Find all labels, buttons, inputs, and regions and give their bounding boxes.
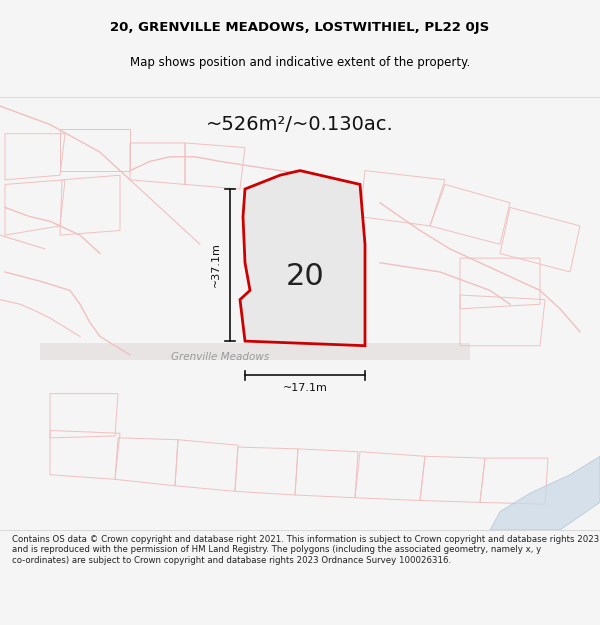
Text: ~17.1m: ~17.1m (283, 383, 328, 393)
Polygon shape (240, 171, 365, 346)
Text: 20: 20 (286, 262, 325, 291)
Polygon shape (490, 456, 600, 530)
Text: Map shows position and indicative extent of the property.: Map shows position and indicative extent… (130, 56, 470, 69)
Text: ~526m²/~0.130ac.: ~526m²/~0.130ac. (206, 115, 394, 134)
Text: ~37.1m: ~37.1m (211, 242, 221, 288)
Text: Grenville Meadows: Grenville Meadows (171, 352, 269, 362)
Text: 20, GRENVILLE MEADOWS, LOSTWITHIEL, PL22 0JS: 20, GRENVILLE MEADOWS, LOSTWITHIEL, PL22… (110, 21, 490, 34)
Text: Contains OS data © Crown copyright and database right 2021. This information is : Contains OS data © Crown copyright and d… (12, 535, 599, 564)
Bar (40, 343, 470, 359)
